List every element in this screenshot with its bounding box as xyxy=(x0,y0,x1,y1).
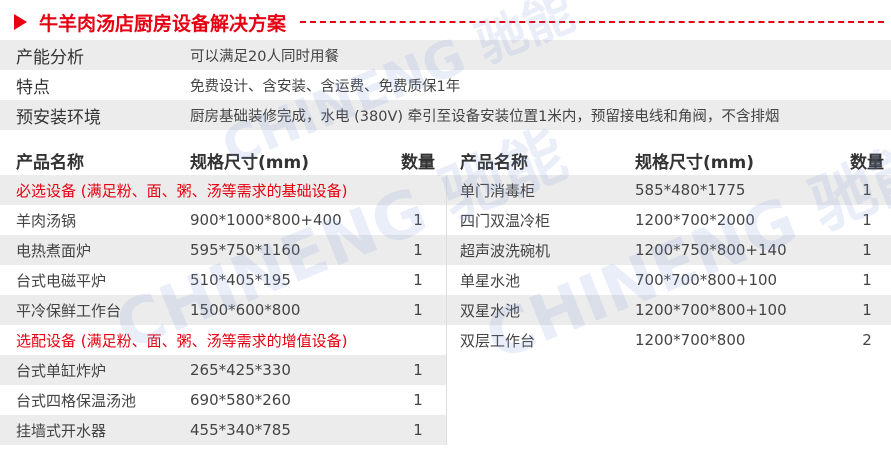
info-row: 特点 免费设计、含安装、含运费、免费质保1年 xyxy=(0,70,891,100)
product-name: 挂墙式开水器 xyxy=(16,421,107,440)
info-label: 预安装环境 xyxy=(16,107,101,128)
table-row: 羊肉汤锅 900*1000*800+400 1 xyxy=(0,205,446,235)
table-row: 台式电磁平炉 510*405*195 1 xyxy=(0,265,446,295)
info-label: 产能分析 xyxy=(16,47,84,68)
product-qty: 1 xyxy=(413,241,423,259)
product-spec: 585*480*1775 xyxy=(635,181,746,199)
table-row: 双层工作台 1200*700*800 2 xyxy=(446,325,891,355)
triangle-icon xyxy=(14,14,27,30)
product-qty: 1 xyxy=(413,421,423,439)
product-name: 四门双温冷柜 xyxy=(460,211,551,230)
table-row: 单门消毒柜 585*480*1775 1 xyxy=(446,175,891,205)
product-spec: 1500*600*800 xyxy=(190,301,301,319)
equipment-table-left: 产品名称 规格尺寸(mm) 数量必选设备 (满足粉、面、粥、汤等需求的基础设备) 羊肉… xyxy=(0,145,446,445)
table-header: 产品名称 规格尺寸(mm) 数量 xyxy=(446,145,891,175)
table-row: 台式单缸炸炉 265*425*330 1 xyxy=(0,355,446,385)
product-spec: 265*425*330 xyxy=(190,361,291,379)
product-qty: 1 xyxy=(413,211,423,229)
table-header: 产品名称 规格尺寸(mm) 数量 xyxy=(0,145,446,175)
product-spec: 510*405*195 xyxy=(190,271,291,289)
info-table: 产能分析 可以满足20人同时用餐 特点 免费设计、含安装、含运费、免费质保1年 预安… xyxy=(0,40,891,130)
table-row: 电热煮面炉 595*750*1160 1 xyxy=(0,235,446,265)
table-row: 挂墙式开水器 455*340*785 1 xyxy=(0,415,446,445)
info-row: 产能分析 可以满足20人同时用餐 xyxy=(0,40,891,70)
section-label: 必选设备 (满足粉、面、粥、汤等需求的基础设备) xyxy=(16,181,348,200)
product-name: 双星水池 xyxy=(460,301,521,320)
table-row: 四门双温冷柜 1200*700*2000 1 xyxy=(446,205,891,235)
header-qty: 数量 xyxy=(401,152,435,173)
header-spec: 规格尺寸(mm) xyxy=(635,152,754,173)
product-name: 平冷保鲜工作台 xyxy=(16,301,122,320)
column-divider xyxy=(446,175,447,445)
product-name: 双层工作台 xyxy=(460,331,536,350)
info-value: 厨房基础装修完成，水电 (380V) 牵引至设备安装位置1米内，预留接电线和角阀… xyxy=(190,108,780,125)
table-row: 台式四格保温汤池 690*580*260 1 xyxy=(0,385,446,415)
product-qty: 1 xyxy=(862,181,872,199)
section-title: 牛羊肉汤店厨房设备解决方案 xyxy=(14,8,891,36)
section-row: 选配设备 (满足粉、面、粥、汤等需求的增值设备) xyxy=(0,325,446,355)
product-spec: 1200*700*800+100 xyxy=(635,301,787,319)
info-value: 可以满足20人同时用餐 xyxy=(190,48,339,65)
product-qty: 1 xyxy=(413,271,423,289)
product-spec: 1200*750*800+140 xyxy=(635,241,787,259)
product-spec: 900*1000*800+400 xyxy=(190,211,342,229)
product-name: 单门消毒柜 xyxy=(460,181,536,200)
section-label: 选配设备 (满足粉、面、粥、汤等需求的增值设备) xyxy=(16,331,348,350)
product-name: 台式四格保温汤池 xyxy=(16,391,137,410)
product-spec: 595*750*1160 xyxy=(190,241,301,259)
header-name: 产品名称 xyxy=(460,152,528,173)
product-qty: 1 xyxy=(413,361,423,379)
table-row: 单星水池 700*700*800+100 1 xyxy=(446,265,891,295)
product-qty: 1 xyxy=(413,301,423,319)
title-text: 牛羊肉汤店厨房设备解决方案 xyxy=(39,12,287,35)
product-qty: 1 xyxy=(862,301,872,319)
product-spec: 1200*700*2000 xyxy=(635,211,755,229)
info-value: 免费设计、含安装、含运费、免费质保1年 xyxy=(190,78,461,95)
table-row: 平冷保鲜工作台 1500*600*800 1 xyxy=(0,295,446,325)
product-qty: 1 xyxy=(862,211,872,229)
product-name: 超声波洗碗机 xyxy=(460,241,551,260)
product-name: 单星水池 xyxy=(460,271,521,290)
header-spec: 规格尺寸(mm) xyxy=(190,152,309,173)
product-spec: 1200*700*800 xyxy=(635,331,746,349)
dashed-divider xyxy=(300,21,884,23)
product-spec: 455*340*785 xyxy=(190,421,291,439)
product-qty: 1 xyxy=(862,241,872,259)
product-spec: 700*700*800+100 xyxy=(635,271,778,289)
product-qty: 1 xyxy=(413,391,423,409)
info-label: 特点 xyxy=(16,77,50,98)
info-row: 预安装环境 厨房基础装修完成，水电 (380V) 牵引至设备安装位置1米内，预留接… xyxy=(0,100,891,130)
product-name: 台式单缸炸炉 xyxy=(16,361,107,380)
header-name: 产品名称 xyxy=(16,152,84,173)
equipment-table-right: 产品名称 规格尺寸(mm) 数量 单门消毒柜 585*480*1775 1 四门双温冷柜 12… xyxy=(446,145,891,355)
product-qty: 2 xyxy=(862,331,872,349)
section-row: 必选设备 (满足粉、面、粥、汤等需求的基础设备) xyxy=(0,175,446,205)
table-row: 超声波洗碗机 1200*750*800+140 1 xyxy=(446,235,891,265)
product-qty: 1 xyxy=(862,271,872,289)
header-qty: 数量 xyxy=(850,152,884,173)
product-name: 台式电磁平炉 xyxy=(16,271,107,290)
product-name: 羊肉汤锅 xyxy=(16,211,77,230)
product-name: 电热煮面炉 xyxy=(16,241,92,260)
product-spec: 690*580*260 xyxy=(190,391,291,409)
table-row: 双星水池 1200*700*800+100 1 xyxy=(446,295,891,325)
